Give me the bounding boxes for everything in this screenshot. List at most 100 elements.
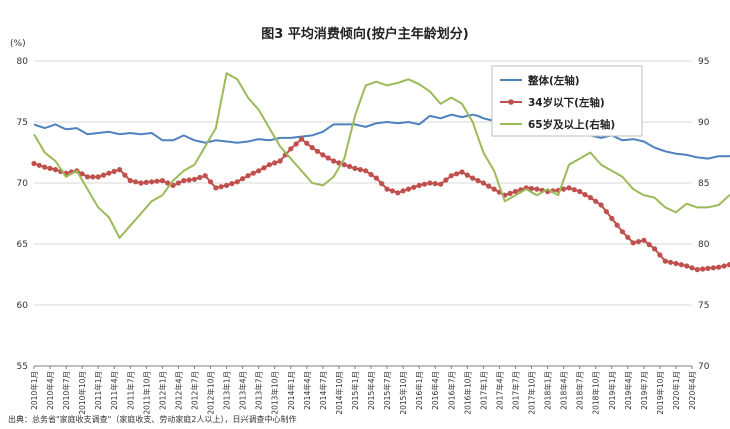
data-point [684,263,690,269]
x-tick-label: 2013年7月 [254,371,264,410]
data-point [700,266,706,272]
data-point [245,173,251,179]
data-point [197,174,203,181]
data-point [207,179,214,185]
x-tick-label: 2020年1月 [671,371,681,410]
data-point [298,136,305,142]
x-tick-label: 2011年10月 [141,371,151,415]
data-point [582,192,588,198]
data-point [293,141,299,147]
x-tick-label: 2019年1月 [607,371,617,410]
data-point [154,178,160,184]
data-point [127,178,133,184]
y-left-tick-label: 75 [17,118,28,128]
data-point [379,181,385,187]
data-point [106,170,112,176]
data-point [117,167,123,173]
data-point [36,162,42,168]
x-tick-label: 2013年10月 [270,371,280,415]
data-point [619,229,626,235]
data-point [625,234,631,240]
data-point [710,265,717,271]
legend: 整体(左轴) 34岁以下(左轴) 65岁及以上(右轴) [491,65,643,137]
data-point [459,169,465,175]
y-right-tick-label: 70 [698,362,710,372]
data-point [331,158,337,164]
data-point [662,258,668,264]
data-point [368,171,374,178]
data-point [630,240,636,246]
legend-marker [508,99,514,105]
x-tick-label: 2015年4月 [366,371,376,410]
data-point [603,209,610,215]
data-point [229,181,235,187]
data-point [256,168,262,174]
data-point [304,140,310,146]
x-tick-label: 2015年10月 [398,371,408,415]
data-point [657,252,663,258]
x-tick-label: 2018年4月 [559,371,569,410]
x-tick-label: 2019年10月 [655,371,665,415]
x-tick-label: 2017年4月 [494,371,504,410]
data-point [234,179,240,185]
data-point [314,148,321,154]
data-point [470,175,476,181]
data-point [288,146,294,152]
data-point [31,160,37,167]
data-point [357,167,363,173]
data-point [486,183,492,189]
data-point [678,262,684,268]
x-tick-label: 2014年10月 [334,371,344,415]
data-point [224,182,230,188]
data-point [175,180,181,186]
data-point [534,186,540,192]
x-tick-label: 2016年1月 [414,371,424,410]
y-left-tick-label: 70 [17,179,29,189]
data-point [325,155,331,161]
data-point [480,180,486,186]
data-point [138,180,144,186]
y-left-tick-label: 80 [17,57,29,67]
data-point [79,171,85,177]
data-point [593,198,599,204]
data-point [250,170,256,176]
x-tick-label: 2013年4月 [238,371,248,410]
data-point [668,259,674,265]
x-tick-label: 2016年10月 [462,371,472,415]
x-tick-label: 2012年4月 [173,371,183,410]
data-point [202,173,208,179]
x-tick-label: 2019年7月 [639,371,649,410]
data-point [84,174,91,180]
data-point [277,158,283,164]
data-point [577,188,583,195]
x-tick-label: 2018年7月 [575,371,585,410]
x-tick-label: 2017年10月 [527,371,537,415]
data-point [443,177,449,183]
data-point [694,267,700,273]
series-line-0 [33,113,730,160]
data-point [384,186,390,192]
data-point [635,239,642,245]
x-tick-label: 2013年1月 [222,371,232,410]
data-point [272,160,278,166]
data-point [100,172,107,178]
data-point [673,260,679,267]
data-point [507,190,513,196]
data-point [191,176,198,182]
data-point [716,264,722,270]
data-point [95,174,101,180]
data-point [641,237,647,243]
data-point [261,165,267,171]
data-point [705,265,711,271]
chart-title: 图3 平均消费倾向(按户主年龄划分) [261,26,468,42]
y-left-tick-label: 55 [17,362,28,372]
data-point [149,179,155,185]
data-point [726,262,730,268]
data-point [411,184,417,190]
y-right-tick-label: 95 [698,57,709,67]
source-note: 出典：总务省"家庭收支调查"（家庭收支、劳动家庭2人以上），日兴调查中心制作 [8,414,296,424]
data-point [587,195,594,201]
data-point [165,180,171,186]
data-point [689,265,695,271]
y-right-tick-label: 75 [698,301,709,311]
